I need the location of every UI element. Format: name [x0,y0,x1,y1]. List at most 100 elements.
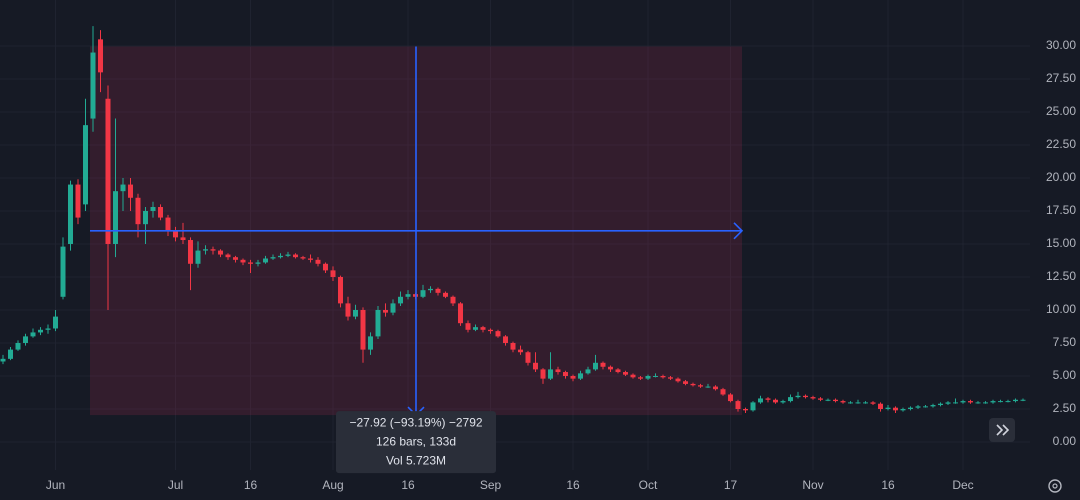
candle-body [180,237,186,241]
y-tick-label: 2.50 [1053,401,1077,415]
candle-body [480,327,486,330]
measure-h-arrow [733,222,744,240]
settings-button[interactable] [1048,479,1062,493]
candle-body [488,329,493,332]
scroll-button[interactable] [989,418,1015,442]
candle-body [15,342,21,350]
measure-arrows [90,46,744,417]
candle-body [788,397,793,402]
candle-body [593,362,598,370]
candle-body [293,254,298,258]
x-tick-label: 16 [244,478,258,492]
candle-body [353,309,358,317]
candle-body [233,257,238,260]
candle-body [458,303,463,324]
y-tick-label: 27.50 [1046,71,1076,85]
y-tick-label: 5.00 [1053,368,1077,382]
candle-body [255,262,261,264]
candle-body [653,376,658,377]
candle-body [885,407,891,410]
candle-body [863,402,868,404]
candle-body [90,52,96,119]
candle-body [38,329,43,333]
candle-body [743,409,748,411]
candle-body [533,362,538,370]
candle-body [308,258,313,260]
x-tick-label: Sep [480,478,502,492]
candle-body [30,332,36,337]
candle-body [623,372,628,375]
candle-body [983,402,988,404]
candle-body [443,292,448,297]
candle-body [300,257,306,259]
candle-body [68,184,73,244]
measure-label-text: −27.92 (−93.19%) −2792 [349,415,482,429]
candle-body [75,184,81,218]
y-tick-label: 20.00 [1046,170,1076,184]
candle-body [608,366,613,370]
candle-body [383,309,388,313]
candle-body [375,309,381,337]
y-tick-label: 10.00 [1046,302,1076,316]
candle-body [578,373,583,379]
candle-body [218,250,223,255]
candle-body [120,184,126,192]
candle-body [600,362,606,367]
candle-body [45,328,51,330]
candle-body [540,369,546,379]
candle-body [915,406,921,408]
candle-body [503,336,508,343]
candle-body [683,381,688,384]
candle-body [98,39,103,73]
candle-body [818,398,823,400]
candle-body [195,250,201,264]
candle-body [705,386,711,388]
x-tick-label: Jul [168,478,183,492]
candle-body [848,402,853,404]
candle-body [878,403,883,410]
candle-body [398,296,403,304]
candle-body [938,403,943,406]
candle-body [758,398,763,403]
candle-body [53,316,58,329]
candle-body [773,399,778,403]
candle-body [323,263,328,271]
candle-body [548,369,553,379]
candle-body [360,309,366,350]
candle-body [495,331,501,337]
candle-body [338,276,343,304]
candle-body [210,249,216,251]
axes: 0.00 2.50 5.00 7.50 10.00 12.50 15.00 17.50 20.0… [46,38,1077,492]
candle-body [188,240,193,264]
candle-body [893,407,898,411]
candle-body [390,303,396,313]
measure-label-text: 126 bars, 133d [376,434,456,448]
candle-body [713,386,718,390]
candle-body [615,369,621,373]
x-tick-label: Dec [952,478,973,492]
candle-body [968,401,973,403]
candle-body [263,258,268,263]
measure-label-text: Vol 5.723M [386,453,446,467]
candle-body [315,259,321,264]
measure-label: −27.92 (−93.19%) −2792 126 bars, 133d Vol … [336,411,496,474]
candle-body [135,197,141,225]
candle-body [1020,399,1026,401]
candle-body [690,383,696,386]
candle-body [810,397,816,399]
candle-body [930,405,936,407]
candle-body [1013,399,1018,402]
x-tick-label: 16 [401,478,415,492]
candle-body [518,349,523,353]
candle-body [240,259,246,263]
candle-body [473,327,478,330]
candle-body [945,402,951,404]
measure-label-box [336,411,496,474]
candle-body [998,401,1003,403]
candle-body [428,288,433,291]
candle-body [555,369,561,373]
y-tick-label: 17.50 [1046,203,1076,217]
candle-body [570,376,576,379]
